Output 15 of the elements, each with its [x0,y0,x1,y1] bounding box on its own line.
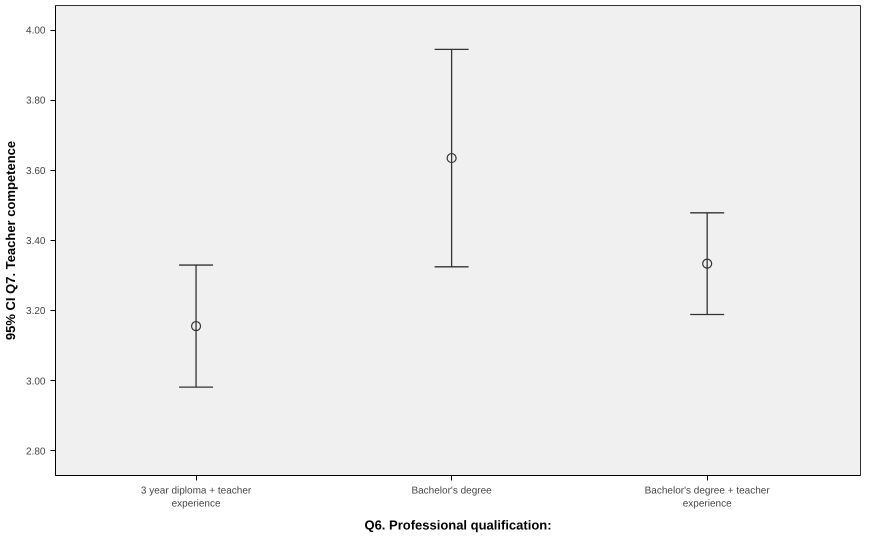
y-tick-label: 3.80 [26,96,46,107]
point [446,152,457,164]
x-tick-label: Bachelor's degree + teacher experience [644,486,770,510]
x-tick-label: Bachelor's degree [411,486,492,496]
point [702,258,712,269]
y-tick-label: 3.60 [26,166,46,177]
x-axis-title: Q6. Professional qualification: [364,518,552,533]
y-axis-title: 95% CI Q7. Teacher competence [3,140,18,340]
y-tick-label: 3.20 [26,306,46,318]
y-tick-label: 3.40 [26,236,46,247]
x-tick-label: 3 year diploma + teacher experience [140,486,252,510]
y-tick-label: 3.00 [26,376,46,388]
point [190,320,202,332]
y-tick-label: 4.00 [26,26,46,37]
y-tick-label: 2.80 [26,446,46,458]
